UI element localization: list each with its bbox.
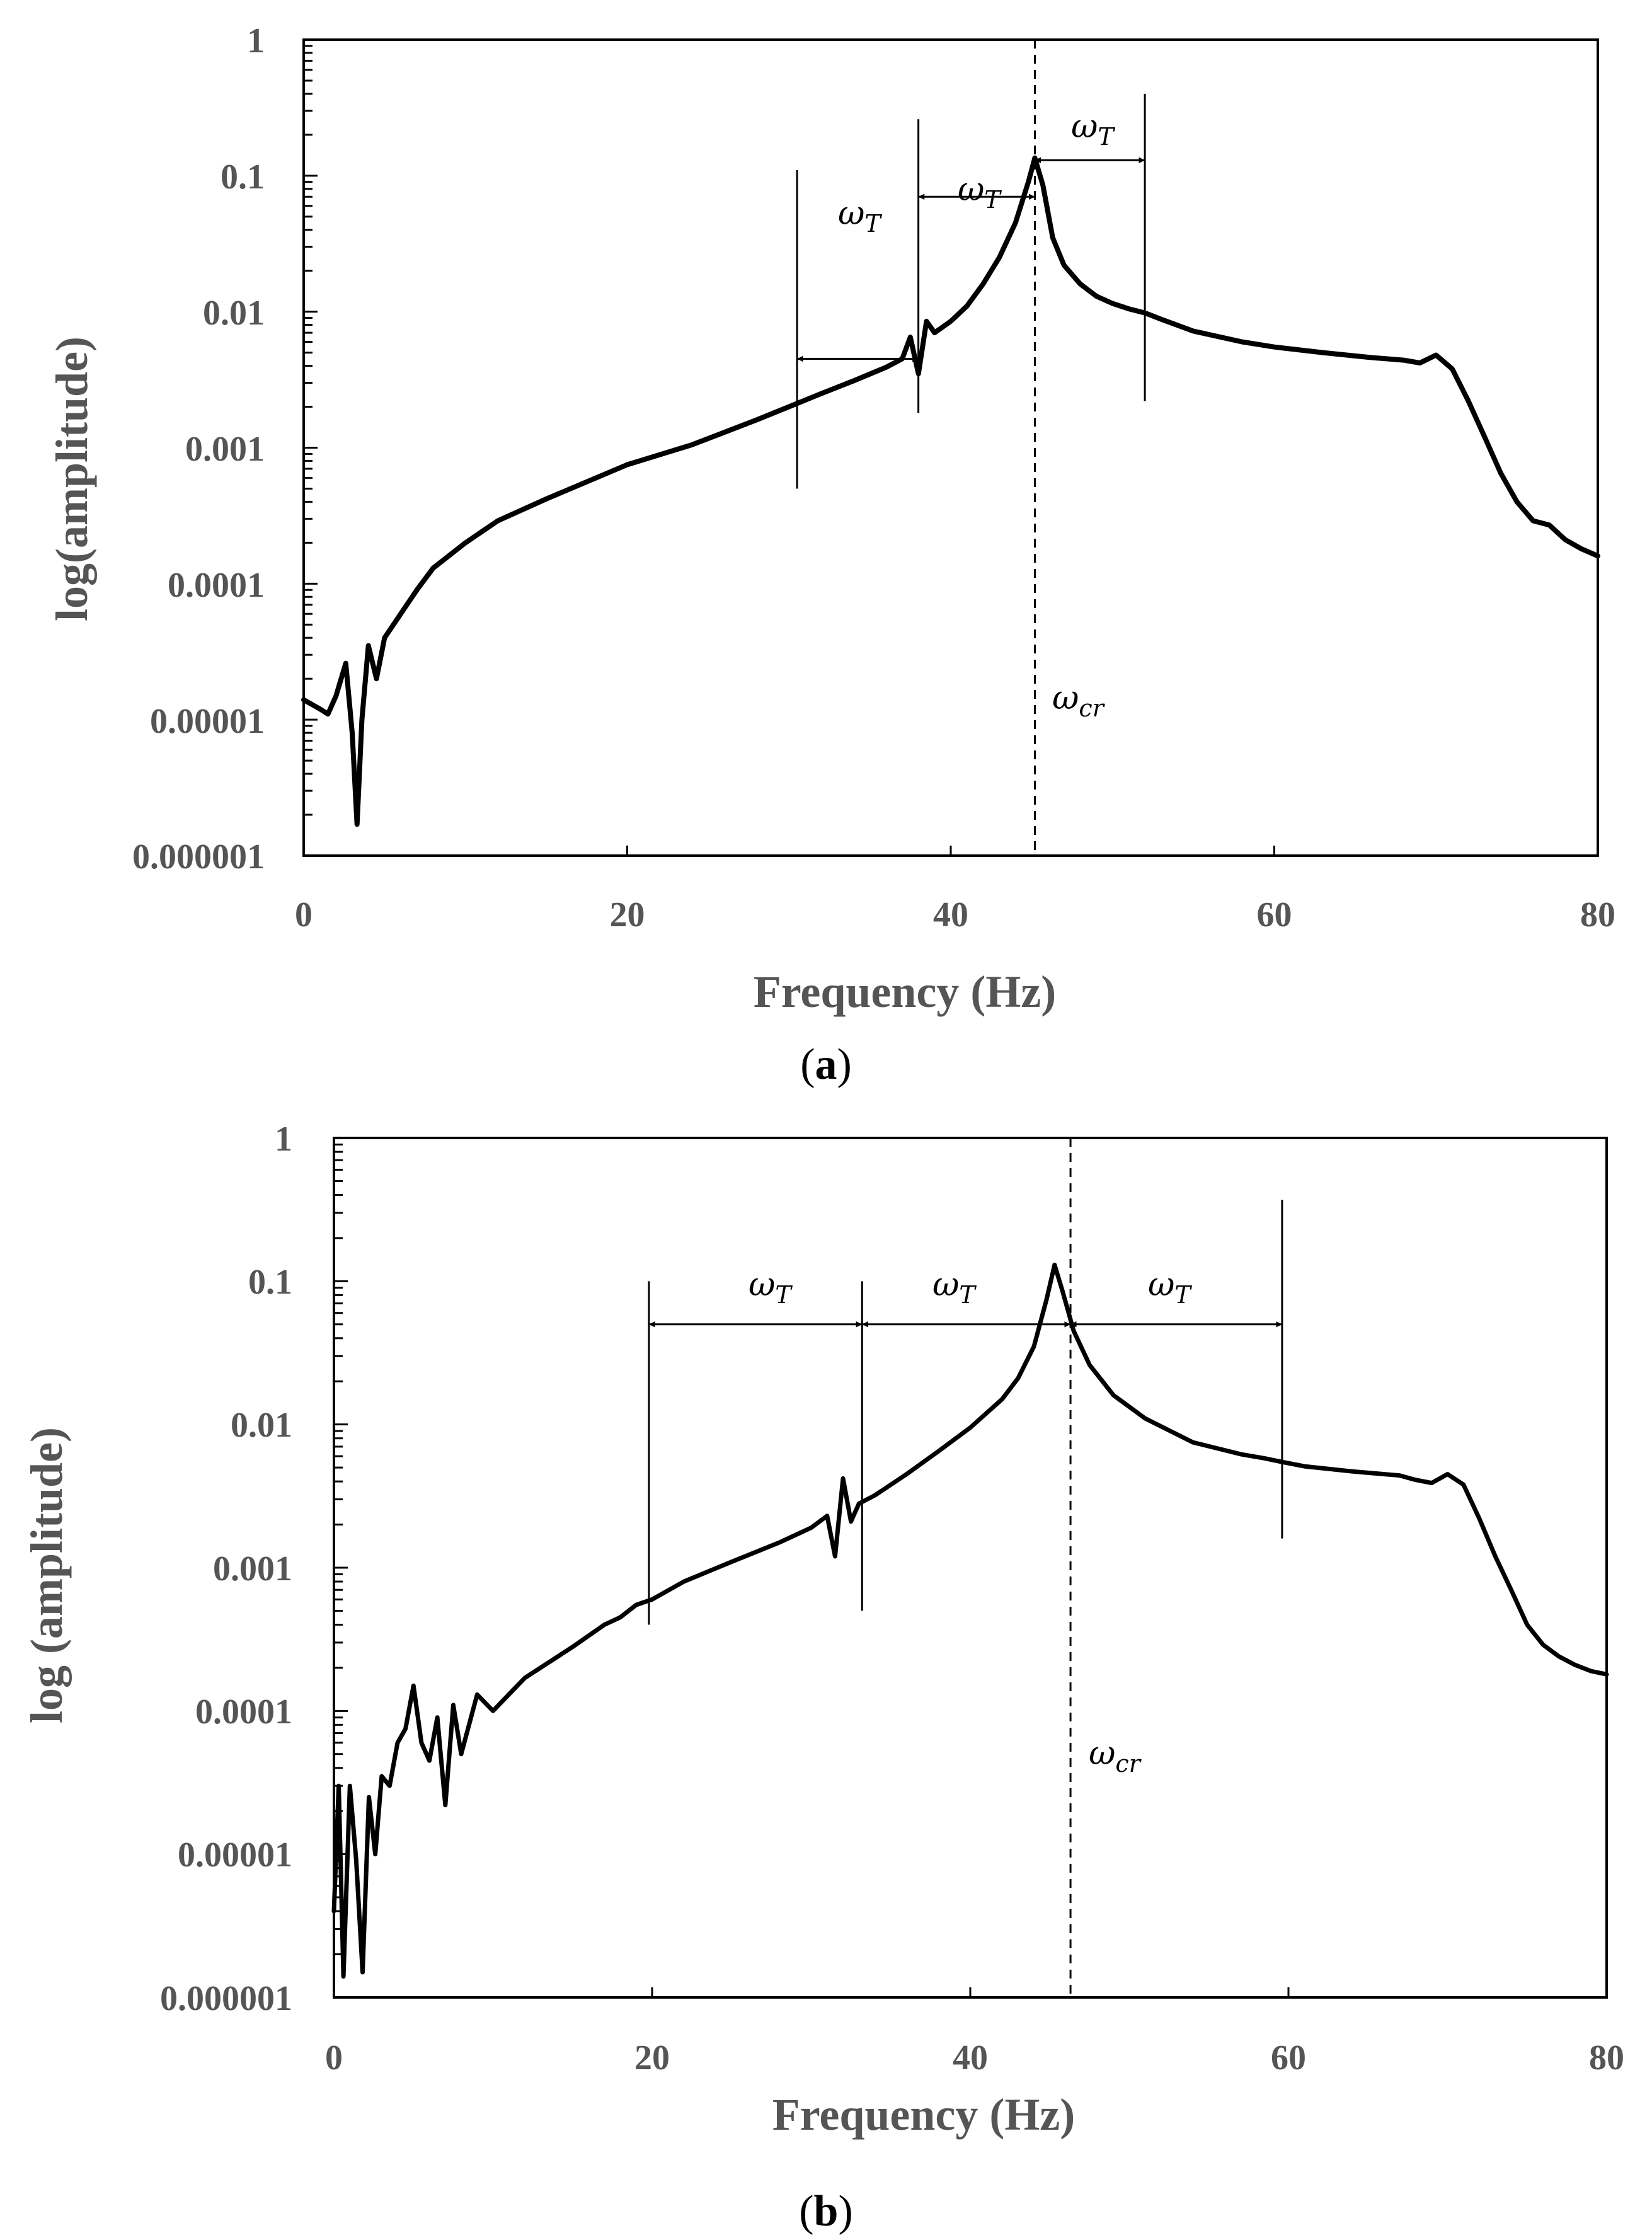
x-axis-title: Frequency (Hz) <box>772 2089 1076 2140</box>
xtick-label: 80 <box>1589 2038 1624 2077</box>
omega-t-label: ωT <box>958 171 1002 214</box>
plot-area-b <box>333 1137 1608 1999</box>
omega-t-label: ωT <box>838 195 882 238</box>
omega-t-label: ωT <box>932 1266 977 1309</box>
ytick-label: 0.01 <box>231 1406 292 1445</box>
omega-t-label: ωT <box>1071 108 1115 151</box>
panel-a: 1 0.1 0.01 0.001 0.0001 0.00001 0.000001… <box>47 21 1615 1089</box>
critical-speed-label: ωcr <box>1089 1735 1142 1778</box>
ytick-marks-a <box>304 38 318 857</box>
y-axis-title: log(amplitude) <box>47 336 97 621</box>
xtick-label: 80 <box>1580 895 1615 934</box>
xtick-label: 40 <box>933 895 968 934</box>
ytick-label: 0.000001 <box>132 837 265 876</box>
plot-area-a <box>302 38 1599 857</box>
critical-speed-label: ωcr <box>1052 679 1106 722</box>
xtick-label: 20 <box>610 895 645 934</box>
y-axis-title: log (amplitude) <box>21 1427 72 1723</box>
ytick-label: 0.001 <box>185 430 265 469</box>
panel-b: 1 0.1 0.01 0.001 0.0001 0.00001 0.000001… <box>21 1120 1624 2236</box>
ytick-label: 0.1 <box>248 1263 292 1302</box>
x-axis-title: Frequency (Hz) <box>754 967 1057 1017</box>
xtick-label: 0 <box>325 2038 343 2077</box>
ytick-label: 0.0001 <box>168 566 265 605</box>
xtick-label: 40 <box>953 2038 988 2077</box>
xtick-label: 0 <box>295 895 313 934</box>
xtick-label: 60 <box>1271 2038 1306 2077</box>
panel-caption-b: (b) <box>799 2187 853 2236</box>
xtick-marks-a <box>302 846 1599 856</box>
omega-t-label: ωT <box>749 1266 793 1309</box>
series-line-response <box>301 155 1600 827</box>
panel-caption-a: (a) <box>800 1040 852 1089</box>
ytick-label: 0.001 <box>213 1549 292 1588</box>
ytick-label: 0.0001 <box>195 1692 292 1732</box>
omega-t-label: ωT <box>1148 1266 1192 1309</box>
ytick-label: 0.00001 <box>178 1835 292 1875</box>
ytick-label: 1 <box>247 21 265 60</box>
ytick-label: 0.00001 <box>150 702 265 741</box>
ytick-label: 0.1 <box>221 158 265 197</box>
xtick-marks-b <box>333 1987 1608 1997</box>
ytick-label: 1 <box>275 1120 292 1159</box>
ytick-label: 0.01 <box>203 294 265 333</box>
series-line-response <box>331 1262 1609 1979</box>
xtick-label: 20 <box>634 2038 670 2077</box>
xtick-label: 60 <box>1257 895 1292 934</box>
ytick-label: 0.000001 <box>160 1979 292 2018</box>
